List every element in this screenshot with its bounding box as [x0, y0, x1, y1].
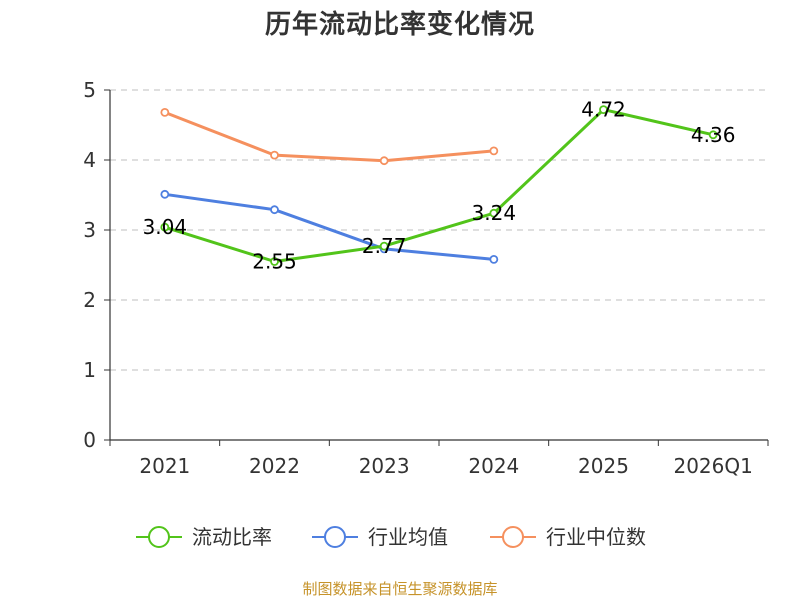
legend-marker [502, 526, 524, 548]
chart-title: 历年流动比率变化情况 [264, 10, 535, 40]
data-point [708, 130, 718, 140]
data-point [489, 146, 499, 156]
data-label: 3.04 [143, 215, 188, 239]
legend-label: 行业中位数 [546, 525, 646, 549]
data-point [599, 105, 608, 114]
data-label: 4.72 [581, 98, 626, 122]
data-labels: 3.04 2.55 2.77 3.24 4.72 4.36 [143, 98, 736, 274]
data-point [489, 254, 499, 264]
x-tick-label: 2021 [139, 454, 190, 478]
data-point [160, 108, 170, 117]
x-tick-label: 2025 [578, 454, 629, 478]
data-label: 4.36 [691, 123, 736, 147]
y-tick-label: 5 [83, 78, 96, 102]
x-tick-label: 2024 [468, 454, 519, 478]
y-tick-label: 2 [83, 288, 96, 312]
data-point [160, 189, 170, 199]
series-line-0 [164, 108, 714, 263]
legend-label: 流动比率 [192, 525, 272, 549]
y-tick-label: 4 [83, 148, 96, 172]
data-label: 2.77 [362, 234, 407, 258]
data-point [379, 156, 389, 166]
data-point [379, 241, 389, 251]
axes: 0 1 2 3 4 5 2021 2022 2023 2024 2025 2026Q1 [83, 78, 769, 478]
data-label: 2.55 [252, 250, 297, 274]
data-point [270, 150, 279, 160]
data-point [270, 257, 279, 266]
x-tick-label: 2023 [359, 454, 410, 478]
legend-marker [148, 526, 170, 548]
y-tick-label: 3 [83, 218, 96, 242]
y-tick-label: 1 [83, 358, 96, 382]
legend-marker [324, 526, 346, 548]
x-tick-label: 2022 [249, 454, 300, 478]
data-label: 3.24 [472, 201, 517, 225]
series-line-1 [164, 192, 494, 261]
legend-label: 行业均值 [368, 525, 448, 549]
y-tick-label: 0 [83, 428, 96, 452]
data-point [270, 205, 279, 215]
series-layer [160, 105, 718, 266]
series-line-2 [164, 111, 494, 163]
source-note: 制图数据来自恒生聚源数据库 [302, 580, 498, 598]
data-point [489, 208, 499, 218]
data-point [160, 222, 170, 232]
x-tick-label: 2026Q1 [673, 454, 752, 478]
legend: 流动比率 行业均值 行业中位数 [136, 525, 646, 549]
